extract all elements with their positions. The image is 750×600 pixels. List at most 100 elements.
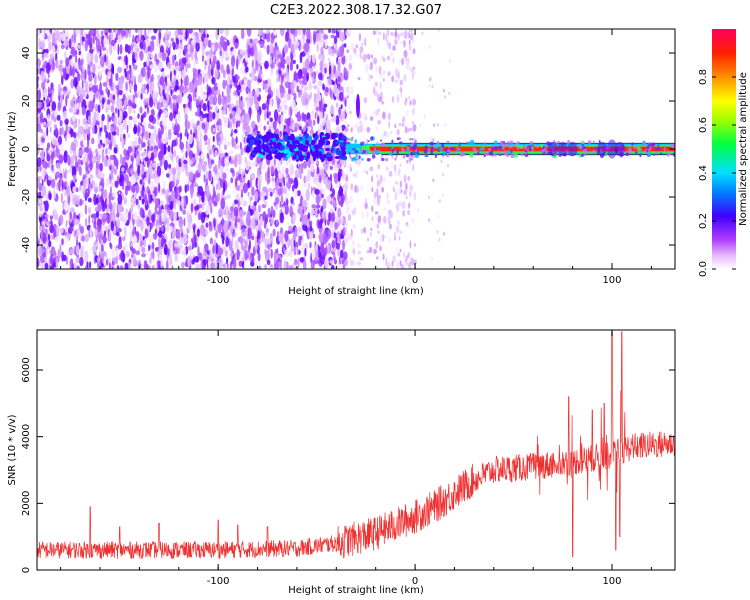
noise-cell	[60, 143, 64, 155]
noise-cell	[403, 40, 406, 48]
noise-cell	[227, 221, 232, 228]
noise-cell	[283, 187, 288, 195]
noise-cell	[318, 72, 323, 81]
noise-cell	[394, 38, 398, 46]
noise-cell	[42, 57, 45, 66]
noise-cell	[48, 147, 52, 156]
noise-cell	[348, 62, 352, 71]
noise-cell	[51, 101, 57, 111]
noise-cell	[43, 97, 46, 102]
noise-cell	[306, 94, 312, 101]
noise-cell	[121, 136, 125, 149]
noise-cell	[94, 206, 99, 212]
noise-cell	[170, 180, 175, 188]
noise-cell	[158, 237, 162, 250]
noise-cell	[287, 222, 290, 227]
noise-cell	[208, 170, 212, 182]
noise-cell	[105, 86, 109, 95]
noise-cell	[239, 235, 244, 245]
noise-cell	[176, 123, 180, 133]
noise-cell	[57, 248, 62, 258]
noise-cell	[283, 44, 289, 54]
noise-cell	[136, 219, 141, 228]
noise-cell	[403, 189, 408, 196]
noise-cell	[87, 71, 92, 76]
noise-cell	[103, 255, 107, 267]
noise-cell	[150, 152, 155, 161]
noise-cell	[438, 199, 441, 203]
signal-cell	[305, 145, 309, 150]
noise-cell	[79, 225, 85, 234]
noise-cell	[72, 262, 77, 269]
noise-cell	[303, 175, 306, 184]
noise-cell	[397, 33, 401, 41]
noise-cell	[301, 242, 305, 251]
noise-cell	[109, 211, 113, 219]
noise-cell	[215, 124, 219, 130]
noise-cell	[122, 215, 127, 225]
noise-cell	[208, 148, 213, 156]
noise-cell	[381, 186, 385, 193]
noise-cell	[293, 177, 299, 190]
noise-cell	[405, 97, 408, 102]
noise-cell	[262, 186, 268, 193]
signal-cell	[287, 140, 290, 148]
noise-cell	[101, 144, 104, 152]
noise-cell	[189, 100, 192, 112]
noise-cell	[350, 127, 353, 133]
signal-cell	[325, 152, 332, 158]
noise-cell	[208, 200, 212, 205]
noise-cell	[177, 34, 183, 41]
noise-cell	[346, 238, 349, 242]
noise-cell	[223, 103, 226, 111]
noise-cell	[360, 228, 364, 235]
noise-cell	[141, 166, 145, 175]
noise-cell	[191, 197, 194, 204]
noise-cell	[318, 174, 322, 184]
noise-cell	[346, 232, 349, 240]
noise-cell	[307, 118, 312, 127]
noise-cell	[135, 198, 139, 206]
noise-cell	[354, 184, 358, 193]
noise-cell	[139, 106, 143, 114]
noise-cell	[131, 41, 136, 46]
noise-cell	[248, 194, 251, 204]
noise-cell	[135, 56, 139, 61]
noise-cell	[116, 232, 120, 237]
noise-cell	[276, 77, 279, 83]
noise-cell	[377, 215, 382, 223]
noise-cell	[257, 178, 260, 189]
noise-cell	[201, 122, 206, 130]
noise-cell	[366, 171, 369, 175]
noise-cell	[315, 194, 321, 205]
noise-cell	[161, 212, 166, 223]
noise-cell	[73, 76, 78, 88]
noise-cell	[341, 43, 345, 54]
noise-cell	[140, 162, 143, 169]
noise-cell	[93, 46, 96, 52]
noise-cell	[436, 230, 439, 234]
noise-cell	[85, 217, 88, 227]
noise-cell	[192, 96, 197, 102]
noise-cell	[103, 124, 107, 133]
noise-cell	[193, 241, 198, 248]
noise-cell	[206, 152, 209, 159]
noise-cell	[320, 256, 326, 265]
noise-cell	[246, 38, 250, 44]
noise-cell	[314, 243, 319, 253]
noise-cell	[90, 183, 93, 189]
noise-cell	[47, 72, 50, 79]
noise-cell	[84, 92, 87, 97]
noise-cell	[294, 258, 298, 266]
noise-cell	[412, 124, 417, 132]
noise-cell	[190, 187, 194, 199]
noise-cell	[247, 227, 252, 240]
noise-cell	[81, 36, 85, 42]
noise-cell	[161, 234, 165, 247]
noise-cell	[125, 189, 128, 196]
noise-cell	[289, 238, 293, 246]
noise-cell	[62, 72, 67, 79]
noise-cell	[59, 174, 62, 180]
noise-cell	[143, 217, 147, 222]
noise-cell	[347, 88, 351, 96]
